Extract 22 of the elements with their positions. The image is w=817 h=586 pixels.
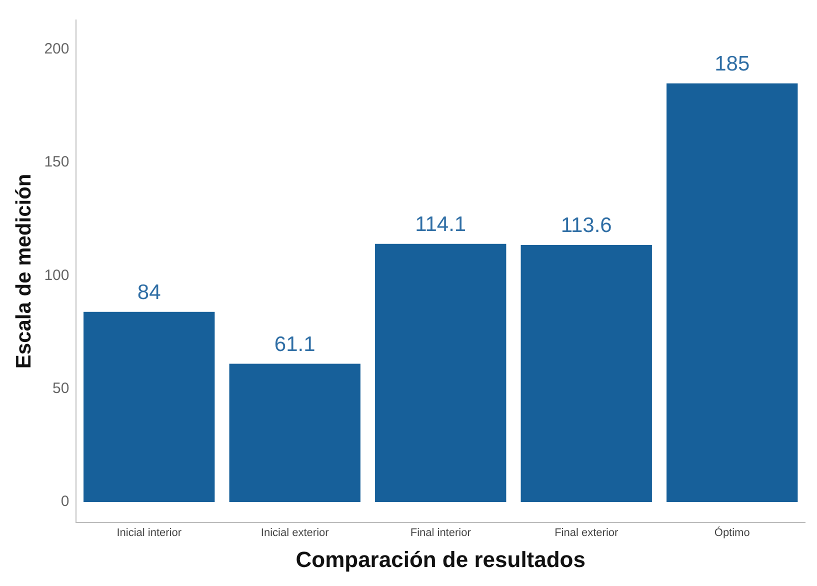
data-label: 185 [714,52,750,76]
data-label: 84 [137,281,162,304]
bar [229,364,360,502]
bar [375,244,506,502]
bar [520,244,652,502]
x-tick-label: Final exterior [554,527,618,540]
y-tick-label: 50 [52,380,70,398]
data-label: 113.6 [560,214,612,238]
data-label: 114.1 [415,213,466,236]
bar [84,312,215,502]
y-tick-label: 150 [44,154,70,171]
x-axis-title: Comparación de resultados [296,546,586,572]
x-tick-label: Inicial interior [116,527,182,540]
y-tick-label: 100 [44,266,70,284]
y-tick-label: 0 [60,493,70,510]
data-label: 61.1 [274,333,316,356]
bar [666,83,798,502]
x-tick-label: Óptimo [714,526,750,540]
y-axis-title: Escala de medición [12,174,36,369]
x-tick-label: Final interior [410,527,472,540]
y-tick-label: 200 [44,40,70,58]
x-tick-label: Inicial exterior [260,527,330,540]
